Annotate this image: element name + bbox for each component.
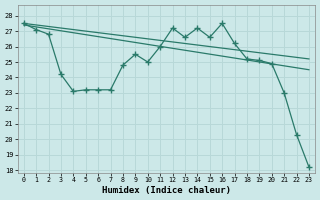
X-axis label: Humidex (Indice chaleur): Humidex (Indice chaleur) bbox=[102, 186, 231, 195]
